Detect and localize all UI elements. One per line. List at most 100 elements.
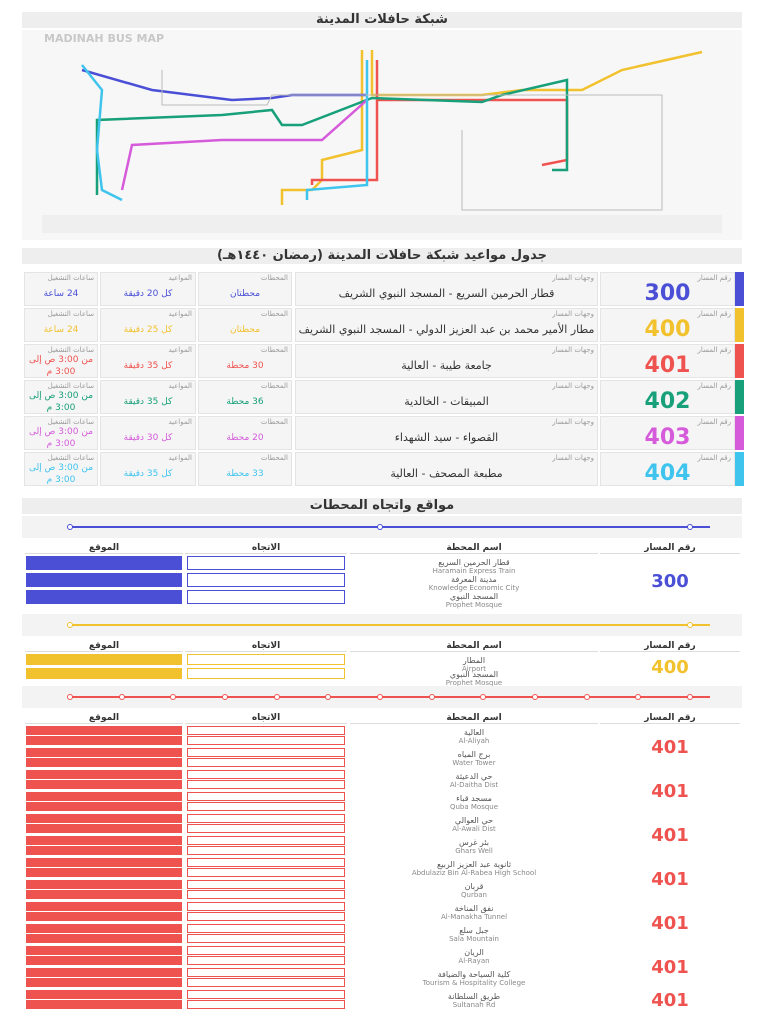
station-name-ar: مسجد قباء xyxy=(456,794,492,803)
location-button[interactable] xyxy=(26,858,182,867)
schedule-cell xyxy=(295,308,598,342)
location-button[interactable] xyxy=(26,770,182,779)
location-button[interactable] xyxy=(26,668,182,679)
schedule-cell xyxy=(295,272,598,306)
location-button[interactable] xyxy=(26,946,182,955)
location-button[interactable] xyxy=(26,590,182,604)
direction-box xyxy=(187,748,345,757)
direction-box xyxy=(187,880,345,889)
schedule-cell xyxy=(295,380,598,414)
station-name-en: Abdulaziz Bin Al-Rabea High School xyxy=(411,869,537,877)
route-color-bar xyxy=(735,452,744,486)
route-number: 401 xyxy=(651,913,689,934)
table-header: رقم المسار xyxy=(600,542,740,554)
strip-stop xyxy=(480,694,487,700)
direction-box xyxy=(187,978,345,987)
route-number: 401 xyxy=(651,990,689,1011)
station-name-en: Qurban xyxy=(461,891,487,899)
location-button[interactable] xyxy=(26,912,182,921)
column-label: وجهات المسار xyxy=(552,310,594,318)
route-number: 404 xyxy=(644,461,691,486)
location-button[interactable] xyxy=(26,780,182,789)
schedule-hours: من 3:00 ص إلى 3:00 م xyxy=(28,391,94,413)
strip-stop xyxy=(170,694,177,700)
location-button[interactable] xyxy=(26,868,182,877)
table-header: الموقع xyxy=(25,542,183,554)
schedule-cell xyxy=(198,452,292,486)
table-header: الاتجاه xyxy=(185,712,347,724)
location-button[interactable] xyxy=(26,890,182,899)
direction-box xyxy=(187,956,345,965)
location-button[interactable] xyxy=(26,556,182,570)
column-label: رقم المسار xyxy=(697,274,732,282)
location-button[interactable] xyxy=(26,924,182,933)
route-number: 403 xyxy=(644,425,691,450)
direction-box xyxy=(187,990,345,999)
location-button[interactable] xyxy=(26,792,182,801)
location-button[interactable] xyxy=(26,748,182,757)
column-label: رقم المسار xyxy=(697,382,732,390)
direction-box xyxy=(187,858,345,867)
route-number: 401 xyxy=(644,353,691,378)
station-name-en: Al-Rayan xyxy=(458,957,490,965)
station-name-ar: قربان xyxy=(464,882,484,891)
direction-box xyxy=(187,556,345,570)
station-name-en: Quba Mosque xyxy=(449,803,499,811)
schedule-cell xyxy=(600,452,735,486)
stations-title: مواقع واتجاه المحطات xyxy=(22,498,742,514)
column-label: المحطات xyxy=(260,418,288,426)
schedule-cell xyxy=(24,308,98,342)
location-button[interactable] xyxy=(26,956,182,965)
station-name-en: Sultanah Rd xyxy=(452,1001,496,1009)
column-label: المواعيد xyxy=(168,274,192,282)
location-button[interactable] xyxy=(26,654,182,665)
location-button[interactable] xyxy=(26,736,182,745)
location-button[interactable] xyxy=(26,726,182,735)
route-number: 401 xyxy=(651,957,689,978)
direction-box xyxy=(187,814,345,823)
location-button[interactable] xyxy=(26,836,182,845)
location-button[interactable] xyxy=(26,758,182,767)
schedule-frequency: كل 30 دقيقة xyxy=(123,433,173,443)
schedule-cell xyxy=(295,452,598,486)
location-button[interactable] xyxy=(26,978,182,987)
schedule-destinations: قطار الحرمين السريع - المسجد النبوي الشر… xyxy=(338,287,555,300)
location-button[interactable] xyxy=(26,990,182,999)
station-name-en: Water Tower xyxy=(452,759,496,767)
strip-stop xyxy=(377,524,383,530)
strip-stop xyxy=(687,694,693,700)
location-button[interactable] xyxy=(26,802,182,811)
location-button[interactable] xyxy=(26,880,182,889)
direction-box xyxy=(187,890,345,899)
location-button[interactable] xyxy=(26,824,182,833)
schedule-cell xyxy=(24,380,98,414)
schedule-cell xyxy=(198,272,292,306)
location-button[interactable] xyxy=(26,902,182,911)
strip-stop xyxy=(222,694,228,700)
location-button[interactable] xyxy=(26,573,182,587)
direction-box xyxy=(187,1000,345,1009)
strip-stop xyxy=(118,694,125,700)
location-button[interactable] xyxy=(26,814,182,823)
route-number: 401 xyxy=(651,869,689,890)
station-name-ar: برج المياه xyxy=(457,750,491,759)
location-button[interactable] xyxy=(26,1000,182,1009)
line-404b xyxy=(305,60,369,200)
schedule-cell xyxy=(600,344,735,378)
direction-box xyxy=(187,654,345,665)
schedule-hours: من 3:00 ص إلى 3:00 م xyxy=(28,427,94,449)
schedule-cell xyxy=(100,452,196,486)
line-403 xyxy=(120,99,368,191)
schedule-cell xyxy=(198,416,292,450)
station-name-ar: المطار xyxy=(462,656,486,665)
location-button[interactable] xyxy=(26,968,182,977)
schedule-frequency: كل 35 دقيقة xyxy=(123,469,173,479)
strip-stop xyxy=(377,694,383,700)
schedule-frequency: كل 25 دقيقة xyxy=(123,325,173,335)
schedule-title: جدول مواعيد شبكة حافلات المدينة (رمضان ١… xyxy=(22,248,742,264)
location-button[interactable] xyxy=(26,846,182,855)
location-button[interactable] xyxy=(26,934,182,943)
station-name-ar: نفق المناخة xyxy=(454,904,494,913)
table-header: الاتجاه xyxy=(185,640,347,652)
column-label: ساعات التشغيل xyxy=(47,274,94,282)
